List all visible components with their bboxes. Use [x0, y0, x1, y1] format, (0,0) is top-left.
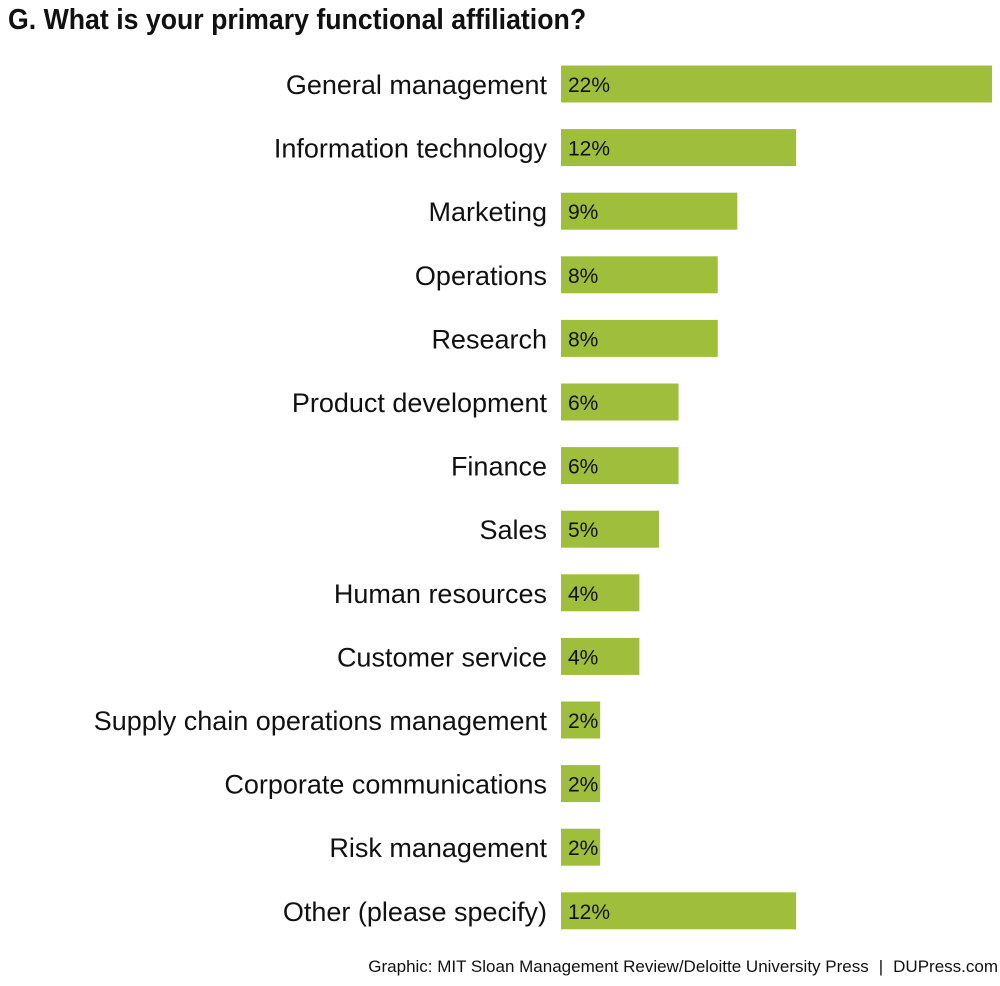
category-label: Risk management [329, 833, 547, 863]
category-label: Corporate communications [224, 770, 547, 800]
bar [561, 637, 640, 675]
value-label: 4% [568, 646, 598, 669]
category-label: Supply chain operations management [94, 706, 548, 736]
bar [561, 319, 718, 357]
bar [561, 765, 601, 803]
bar [561, 129, 797, 167]
category-label: Finance [451, 452, 547, 482]
bar [561, 574, 640, 612]
category-label: Marketing [428, 197, 547, 227]
footer-separator: | [878, 957, 884, 976]
bar [561, 701, 601, 739]
bar-chart: General management 22% Information technol… [94, 65, 992, 930]
value-label: 2% [568, 774, 598, 797]
bar [561, 447, 679, 485]
bar [561, 828, 601, 866]
category-label: Operations [415, 261, 547, 291]
value-label: 2% [568, 837, 598, 860]
value-label: 4% [568, 583, 598, 606]
bar [561, 892, 797, 930]
footer: Graphic: MIT Sloan Management Review/Del… [368, 957, 998, 977]
bar [561, 192, 738, 230]
value-label: 22% [568, 74, 610, 97]
value-label: 8% [568, 265, 598, 288]
category-label: Research [431, 324, 547, 354]
category-label: Information technology [274, 134, 548, 164]
bar [561, 65, 992, 103]
bar [561, 256, 718, 294]
chart-title: G. What is your primary functional affil… [8, 4, 587, 36]
category-label: Other (please specify) [283, 897, 547, 927]
value-label: 6% [568, 456, 598, 479]
value-label: 2% [568, 710, 598, 733]
value-label: 12% [568, 138, 610, 161]
category-label: Sales [479, 515, 547, 545]
bar [561, 510, 659, 548]
value-label: 9% [568, 201, 598, 224]
value-label: 6% [568, 392, 598, 415]
category-label: Product development [292, 388, 548, 418]
value-label: 12% [568, 901, 610, 924]
value-label: 8% [568, 328, 598, 351]
footer-site: DUPress.com [893, 957, 998, 976]
category-label: Human resources [334, 579, 547, 609]
category-label: Customer service [337, 642, 547, 672]
bar [561, 383, 679, 421]
value-label: 5% [568, 519, 598, 542]
footer-source: Graphic: MIT Sloan Management Review/Del… [368, 957, 869, 976]
category-label: General management [286, 70, 548, 100]
